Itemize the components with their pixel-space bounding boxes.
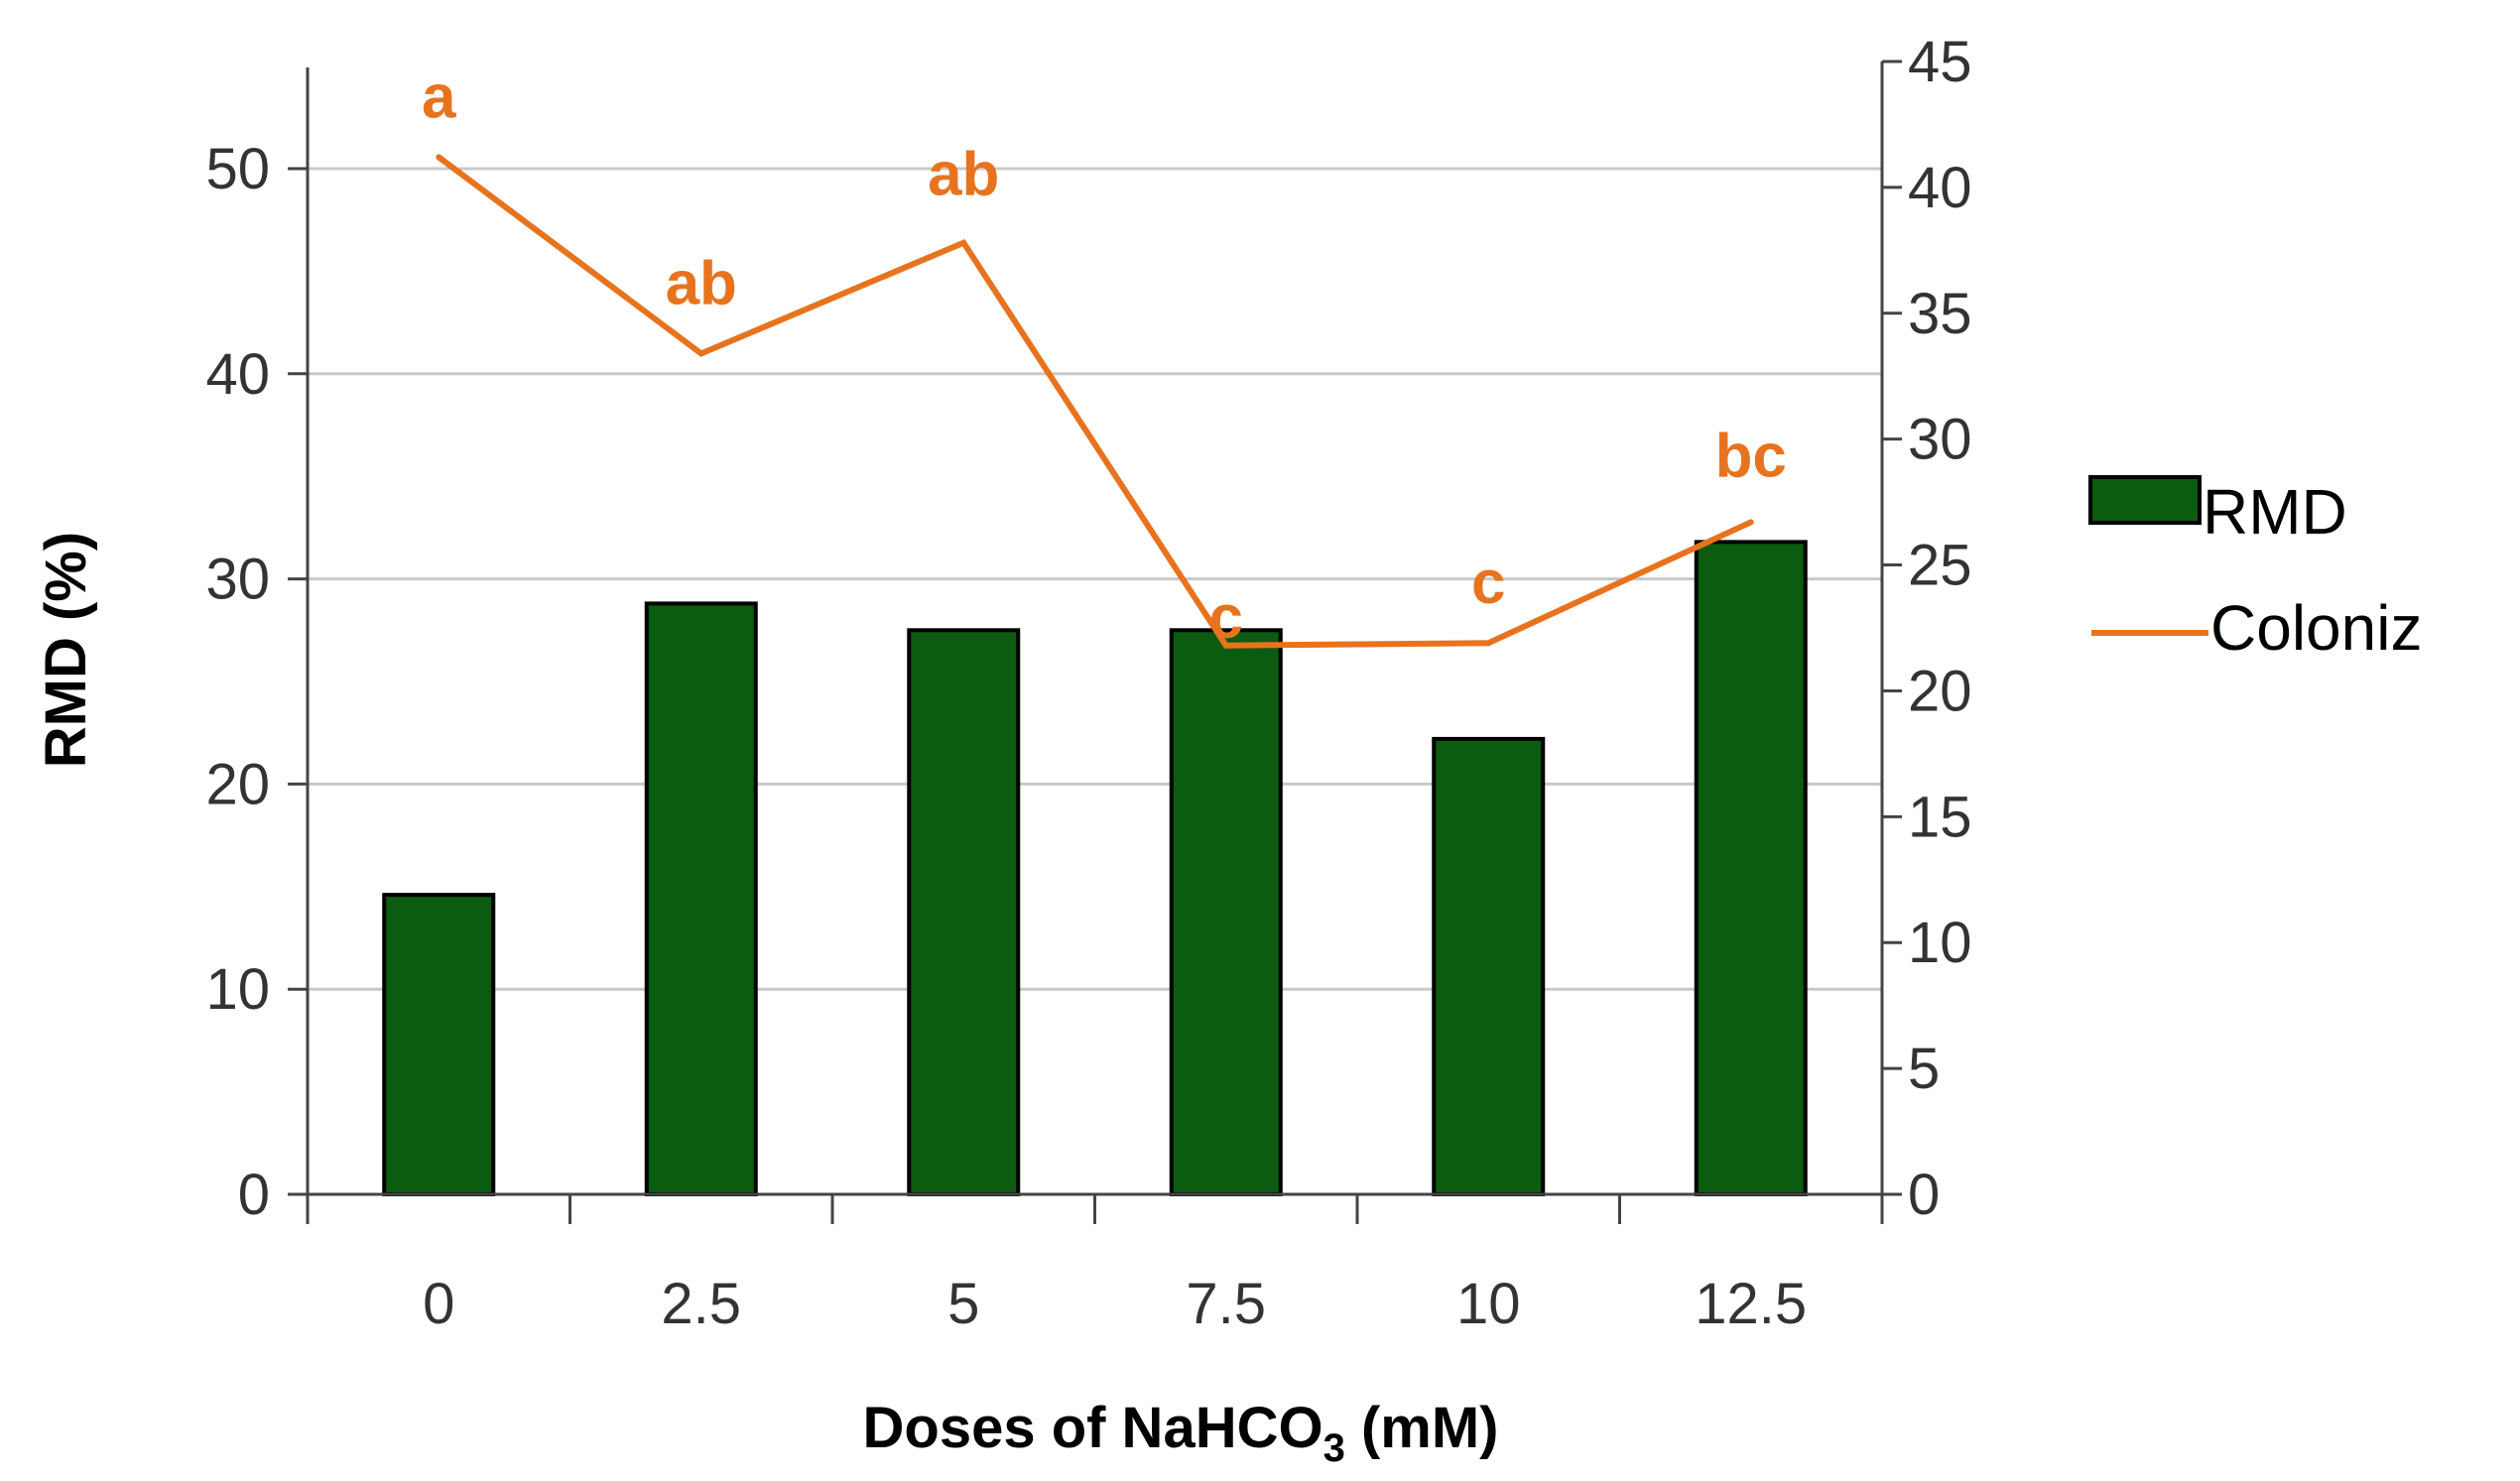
significance-label: a xyxy=(422,62,456,131)
x-axis-title-suffix: (mM) xyxy=(1345,1396,1499,1460)
y2-tick-label: 35 xyxy=(1908,282,1972,346)
y-tick-label: 50 xyxy=(205,137,270,201)
point-coloniz-7.5 xyxy=(1222,642,1229,649)
y-tick-label: 30 xyxy=(205,548,270,612)
significance-label: bc xyxy=(1715,422,1787,490)
legend: RMD Coloniz xyxy=(2088,475,2422,664)
x-tick-label: 0 xyxy=(423,1272,454,1336)
point-coloniz-2.5 xyxy=(697,350,704,357)
significance-label: c xyxy=(1209,583,1243,652)
legend-label-rmd: RMD xyxy=(2203,476,2347,548)
y-tick-label: 20 xyxy=(205,752,270,816)
y-tick-label: 0 xyxy=(238,1163,270,1227)
y2-tick-label: 0 xyxy=(1908,1163,1940,1227)
bar-rmd-7.5 xyxy=(1169,628,1283,1196)
x-tick-label: 7.5 xyxy=(1186,1272,1266,1336)
bar-rmd-2.5 xyxy=(644,601,758,1196)
legend-label-coloniz: Coloniz xyxy=(2210,592,2422,664)
bar-rmd-5 xyxy=(907,628,1021,1196)
significance-label: c xyxy=(1471,549,1505,617)
significance-label: ab xyxy=(928,141,999,209)
x-tick-label: 5 xyxy=(947,1272,979,1336)
bar-series xyxy=(382,540,1808,1197)
y2-tick-label: 25 xyxy=(1908,534,1972,598)
y2-tick-label: 30 xyxy=(1908,408,1972,472)
x-tick-label: 2.5 xyxy=(661,1272,741,1336)
gridlines xyxy=(308,167,1882,991)
axes: 0 10 20 30 40 50 0 5 10 15 20 25 30 35 40 45 0 2.5 5 7.5 10 1… xyxy=(205,30,1971,1336)
x-tick-label: 12.5 xyxy=(1695,1272,1807,1336)
line-series: a ab ab c c bc xyxy=(422,62,1787,651)
bar-rmd-10 xyxy=(1432,736,1546,1196)
point-coloniz-10 xyxy=(1485,640,1492,647)
bar-rmd-12.5 xyxy=(1694,540,1808,1196)
x-axis-title-main: Doses of NaHCO xyxy=(863,1396,1323,1460)
y2-tick-label: 10 xyxy=(1908,911,1972,975)
y2-tick-label: 45 xyxy=(1908,30,1972,94)
y2-tick-label: 20 xyxy=(1908,659,1972,723)
point-coloniz-5 xyxy=(960,239,967,246)
y-tick-label: 40 xyxy=(205,342,270,407)
y-axis-title: RMD (%) xyxy=(34,532,98,768)
y2-tick-label: 15 xyxy=(1908,785,1972,849)
significance-label: ab xyxy=(666,249,737,317)
y-tick-label: 10 xyxy=(205,957,270,1022)
line-coloniz xyxy=(437,155,1753,649)
x-tick-label: 10 xyxy=(1456,1272,1521,1336)
x-axis-title-subscript: 3 xyxy=(1323,1426,1345,1470)
x-axis-title: Doses of NaHCO3 (mM) xyxy=(863,1396,1499,1470)
bar-rmd-0 xyxy=(382,893,496,1197)
y2-tick-label: 5 xyxy=(1908,1037,1940,1101)
y2-tick-label: 40 xyxy=(1908,156,1972,220)
legend-swatch-rmd xyxy=(2088,475,2202,525)
point-coloniz-12.5 xyxy=(1747,519,1754,526)
point-coloniz-0 xyxy=(436,154,442,161)
